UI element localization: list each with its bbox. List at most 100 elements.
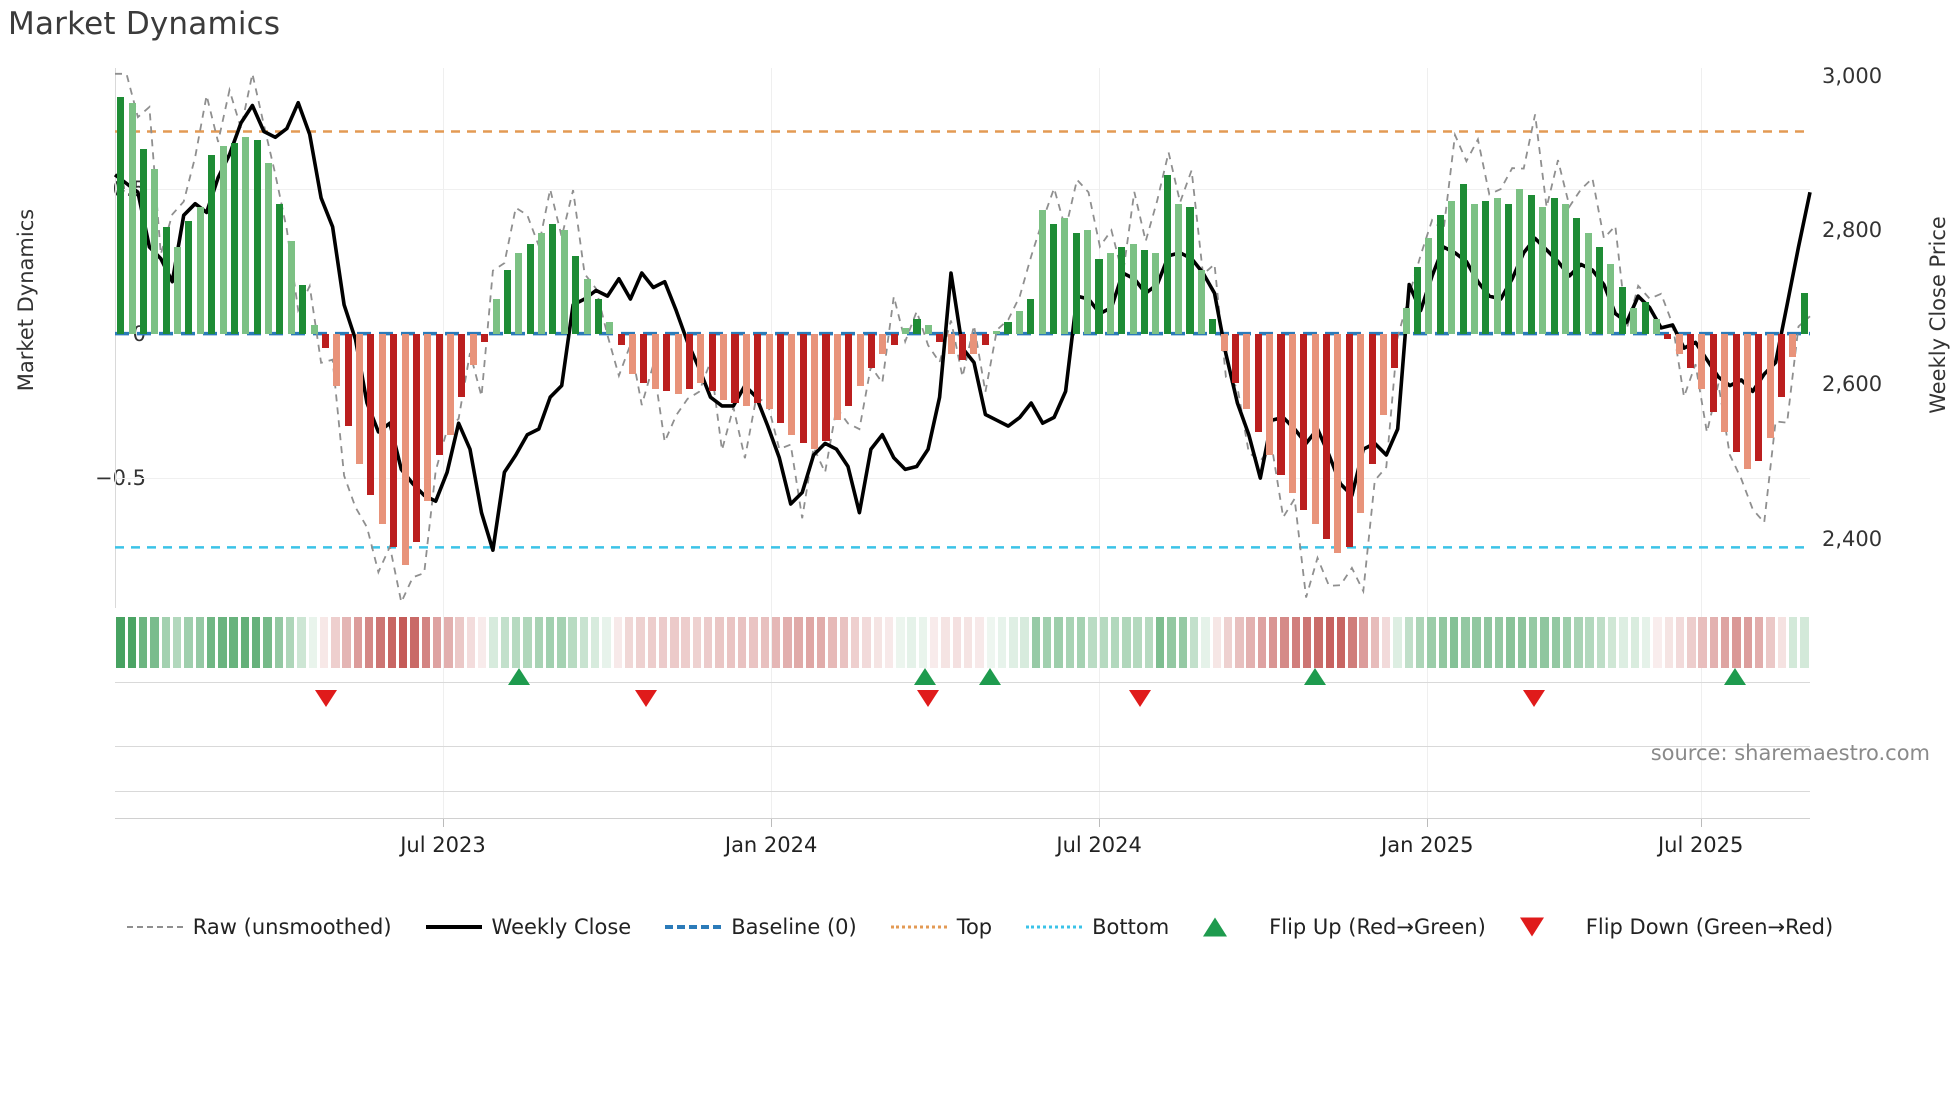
heatmap-cell (161, 617, 171, 668)
chart-bar (856, 333, 864, 386)
legend-item[interactable]: Bottom (1026, 915, 1169, 939)
y-axis-right-tick: 2,600 (1822, 372, 1883, 397)
chart-bar (1140, 249, 1149, 334)
heatmap-cell (1777, 617, 1786, 668)
chart-bar (1027, 299, 1035, 334)
chart-bar (538, 232, 546, 334)
heatmap-cell (432, 617, 442, 668)
chart-bar (1414, 267, 1422, 334)
heatmap-cell (1223, 617, 1233, 668)
gridline-horizontal (115, 189, 1810, 191)
heatmap-cell (1133, 617, 1142, 668)
chart-bar (1049, 223, 1058, 334)
gridline-vertical (1427, 68, 1429, 818)
dashed-gray-line-icon (126, 926, 183, 928)
heatmap-cell (1189, 617, 1199, 668)
chart-bar (1721, 333, 1729, 432)
x-axis-tick-mark (1700, 818, 1702, 827)
chart-bar (765, 333, 773, 409)
heatmap-cell (997, 617, 1007, 668)
heatmap-cell (308, 617, 317, 668)
chart-bar (196, 206, 204, 334)
heatmap-cell (1709, 617, 1719, 668)
legend-item[interactable]: Raw (unsmoothed) (126, 915, 392, 939)
chart-bar (1072, 232, 1080, 334)
heatmap-cell (545, 617, 555, 668)
gridline-horizontal (115, 478, 1810, 480)
chart-bar (526, 244, 534, 334)
chart-bar (1607, 264, 1615, 334)
heatmap-cell (1788, 617, 1798, 668)
heatmap-cell (1800, 617, 1809, 668)
chart-bar (151, 169, 159, 334)
heatmap-cell (466, 617, 476, 668)
flip-up-marker (1304, 668, 1327, 685)
heatmap-cell (952, 617, 962, 668)
heatmap-cell (726, 617, 736, 668)
heatmap-cell (1359, 617, 1368, 668)
legend-label: Top (956, 915, 993, 939)
chart-bar (276, 203, 284, 334)
legend-item[interactable]: Weekly Close (425, 915, 631, 939)
chart-bar (390, 333, 398, 548)
chart-bar (1561, 203, 1569, 334)
chart-bar (845, 333, 853, 406)
chart-bar (651, 333, 659, 389)
chart-bar (458, 333, 466, 398)
legend-item[interactable]: Top (890, 915, 993, 939)
heatmap-cell (1257, 617, 1267, 668)
chart-bar (1664, 333, 1672, 340)
heatmap-cell (794, 617, 803, 668)
chart-bar (1106, 252, 1114, 334)
heatmap-cell (1461, 617, 1470, 668)
gridline-vertical (771, 68, 773, 818)
heatmap-cell (297, 617, 306, 668)
chart-bar (1186, 206, 1194, 334)
legend-key-dotted-orange-line (890, 918, 947, 936)
flip-up-marker (914, 668, 937, 685)
heatmap-cell (1269, 617, 1278, 668)
legend-label: Bottom (1092, 915, 1170, 939)
heatmap-cell (986, 617, 995, 668)
heatmap-cell (1641, 617, 1651, 668)
chart-bar (1231, 333, 1240, 383)
legend-item[interactable]: Flip Up (Red→Green) (1203, 915, 1486, 939)
heatmap-cell (1393, 617, 1402, 668)
x-axis-tick: Jul 2024 (1056, 833, 1142, 857)
heatmap-cell (195, 617, 204, 668)
chart-bar (1345, 333, 1353, 548)
heatmap-cell (1608, 617, 1617, 668)
chart-bar (1152, 252, 1160, 334)
heatmap-cell (1766, 617, 1775, 668)
chart-bar (1243, 333, 1251, 409)
heatmap-cell (387, 617, 397, 668)
chart-bar (492, 299, 500, 334)
heatmap-cell (421, 617, 430, 668)
heatmap-cell (523, 617, 532, 668)
flip-down-triangle-icon (1519, 917, 1544, 937)
heatmap-cell (1370, 617, 1380, 668)
heatmap-cell (319, 617, 329, 668)
heatmap-cell (1438, 617, 1447, 668)
chart-bar (321, 333, 329, 349)
heatmap-cell (218, 617, 227, 668)
heatmap-cell (828, 617, 837, 668)
heatmap-cell (624, 617, 634, 668)
chart-bar (1323, 333, 1331, 539)
chart-bar (867, 333, 875, 369)
heatmap-cell (907, 617, 916, 668)
heatmap-cell (1415, 617, 1425, 668)
legend-label: Raw (unsmoothed) (192, 915, 392, 939)
heatmap-cell (444, 617, 453, 668)
heatmap-cell (1336, 617, 1346, 668)
legend-item[interactable]: Baseline (0) (665, 915, 857, 939)
legend-item[interactable]: Flip Down (Green→Red) (1519, 915, 1833, 939)
flip-up-triangle-icon (1203, 917, 1228, 937)
heatmap-cell (1528, 617, 1538, 668)
chart-bar (1493, 197, 1501, 334)
chart-bar (1584, 232, 1592, 334)
heatmap-cell (1585, 617, 1594, 668)
heatmap-cell (1675, 617, 1685, 668)
legend-key-red-down-triangle (1519, 917, 1576, 937)
heatmap-cell (1167, 617, 1176, 668)
